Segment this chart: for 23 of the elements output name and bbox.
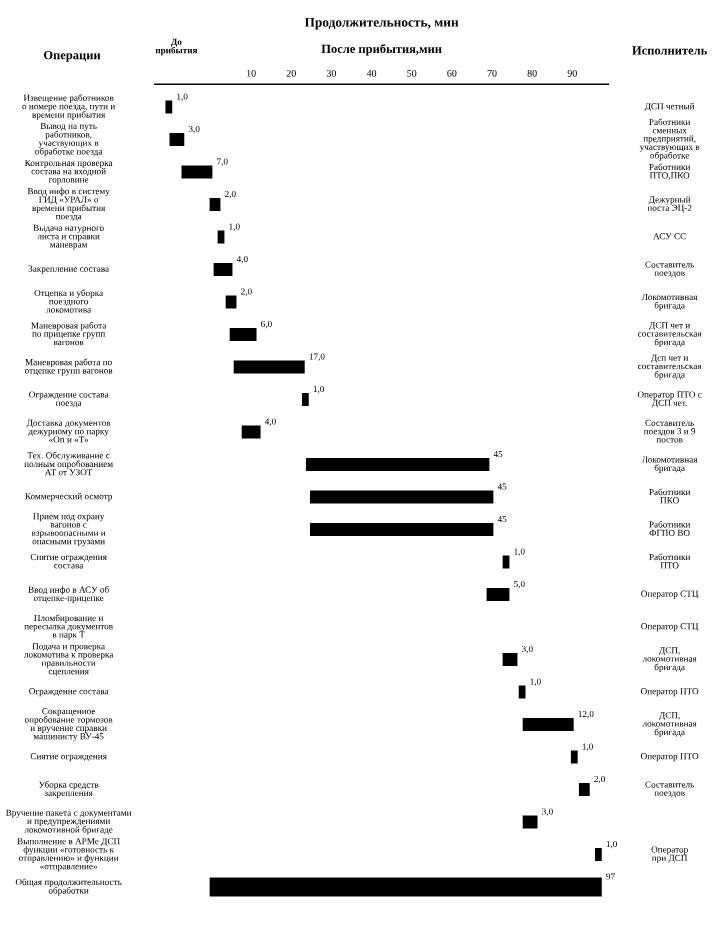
bar: [241, 425, 261, 439]
bar: [309, 522, 494, 537]
bar: [225, 295, 237, 309]
bar: [169, 132, 185, 147]
bar: [181, 165, 213, 179]
bar: [165, 100, 173, 114]
bar: [578, 782, 590, 797]
bar: [209, 197, 221, 212]
bar: [217, 230, 225, 244]
bar: [305, 457, 490, 472]
bar: [502, 652, 518, 667]
bar: [502, 555, 510, 569]
bar: [570, 750, 578, 764]
bar: [518, 685, 526, 699]
bar: [301, 392, 309, 407]
bar: [229, 327, 257, 342]
bar: [213, 262, 233, 277]
bar: [309, 490, 494, 504]
bar: [233, 360, 305, 374]
bar: [594, 847, 602, 862]
bar: [522, 815, 538, 829]
bar: [486, 587, 510, 602]
bar: [522, 717, 574, 732]
